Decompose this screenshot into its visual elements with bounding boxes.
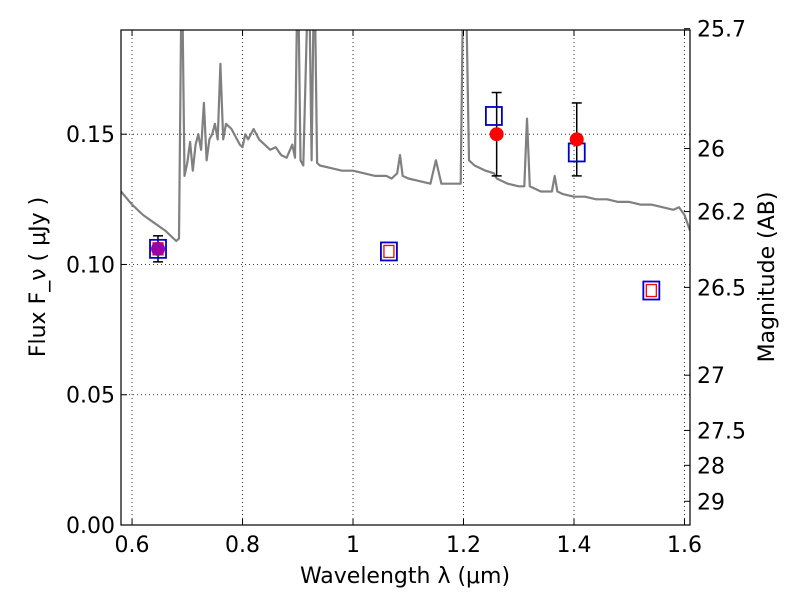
y-tick-label: 0.05: [66, 384, 115, 409]
y2-tick-label: 29: [697, 490, 725, 515]
model-square-marker: [383, 244, 395, 259]
measurement-circle-marker: [151, 241, 166, 256]
x-tick-label: 1: [346, 533, 360, 558]
y-tick-label: 0.15: [66, 123, 115, 148]
y2-tick-label: 26.5: [697, 276, 746, 301]
plot-area: [121, 30, 690, 525]
x-tick-label: 0.8: [225, 533, 260, 558]
y2-tick-label: 26.2: [697, 201, 746, 226]
markers-layer: [149, 91, 661, 301]
x-tick-label: 1.4: [556, 533, 591, 558]
x-tick-label: 1.2: [446, 533, 481, 558]
measurement-circle-marker: [489, 127, 504, 142]
y-axis-ticks: 0.00 0.05 0.10 0.15: [66, 123, 127, 539]
y-tick-label: 0.00: [66, 514, 115, 539]
x-tick-label: 0.6: [115, 533, 150, 558]
y-tick-label: 0.10: [66, 253, 115, 278]
x-axis-label: Wavelength λ (μm): [300, 564, 510, 589]
y2-tick-label: 27.5: [697, 419, 746, 444]
y2-tick-label: 27: [697, 364, 725, 389]
y2-axis-ticks: 25.7 26 26.2 26.5 27 27.5 28 29: [684, 18, 746, 515]
x-tick-label: 1.6: [667, 533, 702, 558]
photometry-square-marker: [380, 241, 398, 262]
data-layer: [121, 30, 690, 243]
photometry-square-marker: [642, 280, 661, 301]
y2-tick-label: 28: [697, 454, 725, 479]
photometry-square-marker: [484, 106, 503, 126]
y2-tick-label: 25.7: [697, 18, 746, 43]
y-axis-label: Flux F_ν ( μJy ): [26, 197, 51, 357]
photometry-square-marker: [149, 238, 167, 259]
measurement-circle-marker: [569, 132, 584, 147]
x-axis-ticks: 0.6 0.8 1 1.2 1.4 1.6: [115, 30, 702, 558]
spectrum-line: [121, 30, 690, 243]
y2-tick-label: 26: [697, 138, 725, 163]
model-square-marker: [645, 283, 657, 298]
y2-axis-label: Magnitude (AB): [755, 192, 780, 363]
plot-frame: [120, 29, 691, 526]
